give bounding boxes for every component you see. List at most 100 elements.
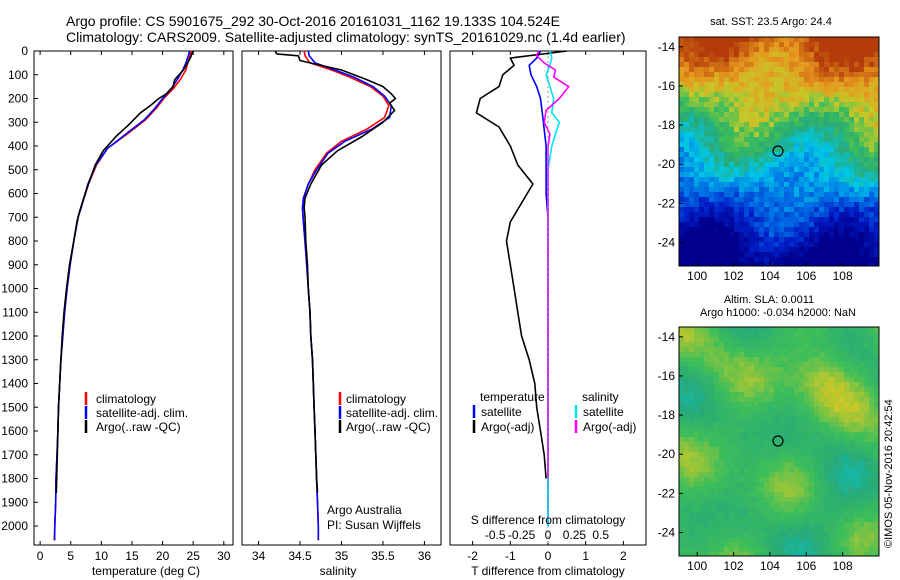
sst-cell — [709, 37, 715, 43]
sla-cell — [679, 527, 685, 533]
sla-cell — [874, 362, 879, 368]
sla-cell — [859, 477, 865, 483]
sla-cell — [814, 472, 820, 478]
sst-cell — [774, 92, 780, 98]
sla-cell — [739, 507, 745, 513]
sst-cell — [834, 87, 840, 93]
sst-cell — [829, 237, 835, 243]
sst-cell — [744, 62, 750, 68]
sst-cell — [704, 247, 710, 253]
sst-cell — [869, 252, 875, 258]
sst-cell — [769, 37, 775, 43]
sst-cell — [704, 57, 710, 63]
sla-cell — [874, 507, 879, 513]
sla-cell — [784, 492, 790, 498]
sla-cell — [699, 352, 705, 358]
sst-cell — [769, 77, 775, 83]
sst-cell — [804, 167, 810, 173]
sla-cell — [794, 387, 800, 393]
sla-cell — [794, 422, 800, 428]
sst-cell — [854, 132, 860, 138]
sst-cell — [729, 72, 735, 78]
sla-cell — [864, 522, 870, 528]
sla-cell — [849, 467, 855, 473]
sla-cell — [739, 477, 745, 483]
sst-cell — [684, 57, 690, 63]
sst-cell — [744, 217, 750, 223]
sst-cell — [789, 177, 795, 183]
sst-cell — [839, 117, 845, 123]
sla-cell — [809, 437, 815, 443]
sla-cell — [714, 427, 720, 433]
sst-cell — [724, 172, 730, 178]
sst-cell — [724, 127, 730, 133]
sst-cell — [869, 157, 875, 163]
sla-cell — [864, 497, 870, 503]
sst-cell — [799, 142, 805, 148]
sla-cell — [784, 402, 790, 408]
sla-cell — [804, 502, 810, 508]
sst-cell — [724, 102, 730, 108]
sst-cell — [814, 202, 820, 208]
sst-cell — [774, 262, 780, 266]
sst-cell — [749, 67, 755, 73]
sst-cell — [694, 162, 700, 168]
sla-cell — [694, 332, 700, 338]
sst-cell — [819, 162, 825, 168]
sla-cell — [869, 407, 875, 413]
sla-cell — [769, 382, 775, 388]
sst-cell — [699, 62, 705, 68]
sst-cell — [764, 122, 770, 128]
sst-cell — [694, 47, 700, 53]
sst-cell — [769, 52, 775, 58]
sla-cell — [774, 362, 780, 368]
sst-cell — [714, 252, 720, 258]
sla-cell — [769, 517, 775, 523]
sst-cell — [849, 187, 855, 193]
sst-cell — [729, 207, 735, 213]
sst-cell — [869, 77, 875, 83]
sst-cell — [814, 167, 820, 173]
sst-cell — [689, 102, 695, 108]
sla-cell — [709, 457, 715, 463]
sla-cell — [749, 392, 755, 398]
sst-cell — [804, 142, 810, 148]
sla-cell — [819, 482, 825, 488]
sla-cell — [774, 462, 780, 468]
sla-cell — [809, 427, 815, 433]
sla-cell — [699, 502, 705, 508]
sst-cell — [824, 82, 830, 88]
sst-cell — [734, 247, 740, 253]
sst-cell — [839, 177, 845, 183]
sla-cell — [729, 447, 735, 453]
sla-cell — [794, 457, 800, 463]
sst-cell — [699, 222, 705, 228]
sla-cell — [714, 537, 720, 543]
sla-cell — [729, 392, 735, 398]
sst-cell — [694, 157, 700, 163]
sst-cell — [709, 132, 715, 138]
sla-cell — [724, 527, 730, 533]
sst-cell — [819, 132, 825, 138]
sst-cell — [709, 232, 715, 238]
sla-cell — [774, 372, 780, 378]
sla-cell — [784, 517, 790, 523]
sla-cell — [739, 522, 745, 528]
sst-cell — [724, 147, 730, 153]
sst-cell — [754, 37, 760, 43]
sst-cell — [864, 162, 870, 168]
sst-cell — [854, 107, 860, 113]
sla-cell — [759, 387, 765, 393]
sst-cell — [754, 187, 760, 193]
sst-cell — [679, 262, 685, 266]
sst-cell — [719, 117, 725, 123]
sst-cell — [714, 212, 720, 218]
sst-cell — [844, 252, 850, 258]
sst-cell — [779, 232, 785, 238]
sla-cell — [769, 422, 775, 428]
sla-cell — [839, 372, 845, 378]
sla-cell — [704, 552, 710, 556]
sla-cell — [704, 422, 710, 428]
sla-cell — [849, 437, 855, 443]
sst-cell — [694, 257, 700, 263]
